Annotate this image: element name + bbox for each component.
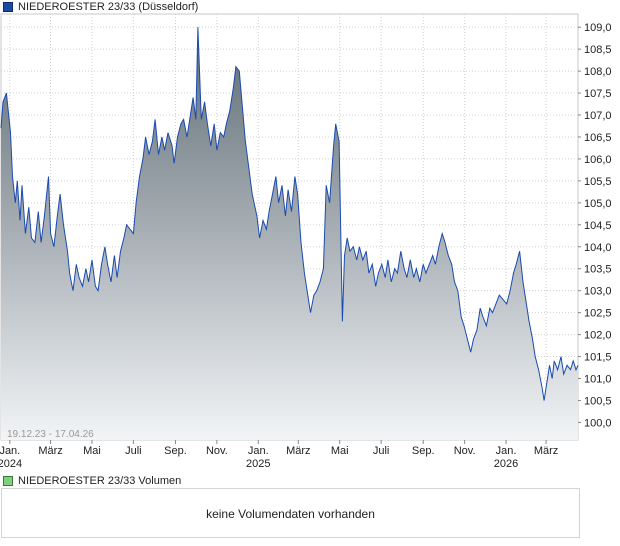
y-tick-label: 100,0 bbox=[584, 417, 612, 429]
price-legend-label: NIEDEROESTER 23/33 (Düsseldorf) bbox=[18, 1, 199, 13]
x-tick-label: Jan. bbox=[496, 445, 517, 457]
y-tick-label: 109,0 bbox=[584, 22, 612, 34]
x-tick-label: März bbox=[534, 445, 558, 457]
y-tick-label: 102,5 bbox=[584, 308, 612, 320]
x-tick-label: Juli bbox=[373, 445, 390, 457]
y-tick-label: 103,0 bbox=[584, 286, 612, 298]
x-tick-label: Juli bbox=[125, 445, 142, 457]
x-tick-label: Sep. bbox=[164, 445, 187, 457]
x-tick-label: Mai bbox=[83, 445, 101, 457]
date-range-label: 19.12.23 - 17.04.26 bbox=[7, 429, 94, 440]
x-tick-label: März bbox=[38, 445, 62, 457]
price-area bbox=[1, 27, 578, 440]
y-tick-label: 104,0 bbox=[584, 242, 612, 254]
y-tick-label: 102,0 bbox=[584, 330, 612, 342]
y-tick-label: 106,5 bbox=[584, 132, 612, 144]
x-tick-label: Nov. bbox=[454, 445, 476, 457]
price-legend-swatch bbox=[3, 2, 13, 12]
y-tick-label: 104,5 bbox=[584, 220, 612, 232]
x-tick-label: Sep. bbox=[412, 445, 435, 457]
y-tick-label: 108,5 bbox=[584, 44, 612, 56]
y-tick-label: 100,5 bbox=[584, 395, 612, 407]
x-tick-label: Mai bbox=[331, 445, 349, 457]
volume-legend-swatch bbox=[3, 476, 13, 486]
volume-legend-label: NIEDEROESTER 23/33 Volumen bbox=[18, 475, 182, 487]
y-tick-label: 105,5 bbox=[584, 176, 612, 188]
y-tick-label: 101,5 bbox=[584, 352, 612, 364]
y-tick-label: 101,0 bbox=[584, 374, 612, 386]
x-tick-year-label: 2026 bbox=[494, 458, 518, 470]
y-tick-label: 106,0 bbox=[584, 154, 612, 166]
x-tick-label: Jan. bbox=[0, 445, 20, 457]
volume-empty-message: keine Volumendaten vorhanden bbox=[206, 507, 375, 521]
price-line bbox=[0, 27, 579, 401]
y-tick-label: 107,0 bbox=[584, 110, 612, 122]
x-tick-label: März bbox=[286, 445, 310, 457]
price-chart: 100,0 100,5 101,0 101,5 102,0 102,5 103,0 103,5… bbox=[0, 13, 612, 470]
price-legend: NIEDEROESTER 23/33 (Düsseldorf) bbox=[3, 0, 198, 14]
x-tick-year-label: 2025 bbox=[246, 458, 270, 470]
x-tick-label: Nov. bbox=[206, 445, 228, 457]
x-tick-year-label: 2024 bbox=[0, 458, 22, 470]
x-tick-label: Jan. bbox=[248, 445, 269, 457]
y-tick-label: 105,0 bbox=[584, 198, 612, 210]
y-tick-label: 107,5 bbox=[584, 88, 612, 100]
volume-panel: keine Volumendaten vorhanden bbox=[1, 488, 580, 538]
y-tick-label: 103,5 bbox=[584, 264, 612, 276]
volume-legend: NIEDEROESTER 23/33 Volumen bbox=[3, 474, 181, 488]
y-tick-label: 108,0 bbox=[584, 66, 612, 78]
